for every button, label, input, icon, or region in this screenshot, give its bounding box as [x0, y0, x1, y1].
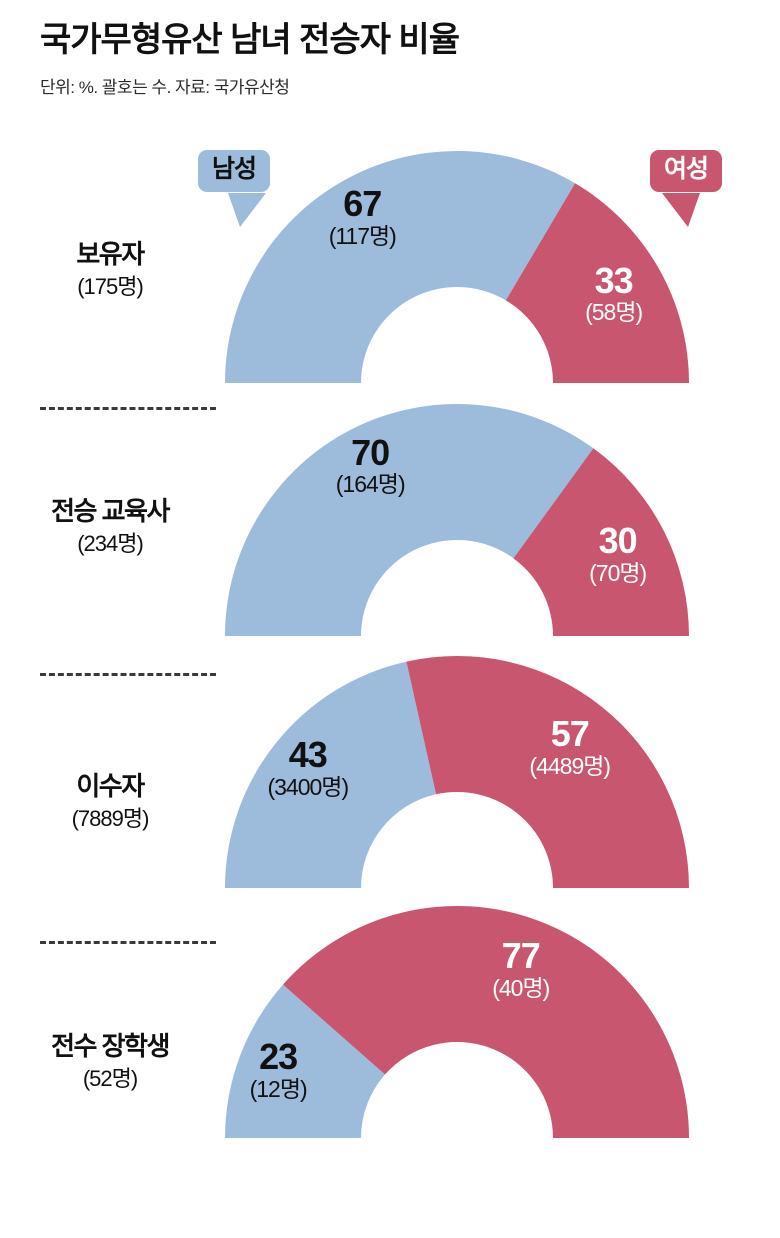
chart-row: 70 (164명) 30 (70명): [0, 393, 780, 643]
donut-segment-female: [513, 448, 689, 636]
label-male-count: (117명): [328, 222, 397, 249]
chart-row: 43 (3400명) 57 (4489명): [0, 645, 780, 895]
label-female-percent: 57: [550, 713, 590, 755]
page-title: 국가무형유산 남녀 전승자 비율: [40, 21, 460, 59]
label-male-percent: 43: [288, 734, 328, 776]
donut-segment-female: [505, 183, 689, 383]
semicircle-donut-chart: [225, 906, 689, 1138]
label-female-percent: 33: [594, 259, 634, 301]
chart-row: 67 (117명) 33 (58명): [0, 140, 780, 390]
semicircle-donut-chart: [225, 404, 689, 636]
row-category-total: (175명): [77, 273, 144, 299]
donut-segment-female: [406, 656, 689, 888]
label-male-count: (3400명): [267, 774, 349, 801]
label-male-percent: 23: [259, 1036, 298, 1078]
row-category-label: 전수 장학생 (52명): [0, 1030, 220, 1093]
row-divider: [40, 407, 216, 410]
semicircle-donut-chart: [225, 656, 689, 888]
label-male: 43 (3400명): [267, 734, 349, 801]
row-category-total: (7889명): [71, 805, 150, 831]
row-category-name: 보유자: [76, 239, 145, 269]
donut-segment-male: [225, 404, 594, 636]
label-male-percent: 70: [351, 431, 390, 473]
row-divider: [40, 673, 216, 676]
row-category-total: (234명): [77, 530, 144, 556]
header: 국가무형유산 남녀 전승자 비율 단위: %. 괄호는 수. 자료: 국가유산청: [40, 20, 740, 98]
chart-row: 23 (12명) 77 (40명): [0, 895, 780, 1145]
row-category-name: 전승 교육사: [51, 496, 170, 526]
row-category-name: 이수자: [76, 771, 145, 801]
row-category-label: 이수자 (7889명): [0, 770, 220, 833]
semicircle-donut-chart: [225, 151, 689, 383]
label-female-percent: 30: [598, 520, 638, 562]
label-male: 70 (164명): [335, 431, 406, 498]
donut-segment-female: [282, 906, 689, 1138]
label-female-percent: 77: [501, 935, 541, 977]
label-female: 30 (70명): [589, 520, 647, 586]
label-male: 67 (117명): [328, 182, 397, 249]
row-category-label: 전승 교육사 (234명): [0, 495, 220, 558]
donut-segment-male: [225, 151, 576, 383]
label-female: 33 (58명): [585, 259, 643, 326]
label-female-count: (4489명): [529, 752, 611, 779]
label-female-count: (70명): [589, 559, 647, 586]
label-female-count: (58명): [585, 299, 643, 326]
label-female: 57 (4489명): [529, 713, 611, 779]
label-male-count: (12명): [249, 1076, 308, 1103]
chart-subtitle: 단위: %. 괄호는 수. 자료: 국가유산청: [40, 77, 290, 97]
label-female: 77 (40명): [492, 935, 550, 1001]
label-male: 23 (12명): [249, 1036, 308, 1103]
row-divider: [40, 941, 216, 944]
label-male-percent: 67: [343, 182, 382, 224]
donut-segment-male: [225, 661, 437, 888]
donut-segment-male: [225, 984, 385, 1138]
label-female-count: (40명): [492, 974, 550, 1001]
row-category-name: 전수 장학생: [51, 1031, 170, 1061]
row-category-total: (52명): [82, 1065, 138, 1091]
label-male-count: (164명): [335, 471, 406, 498]
row-category-label: 보유자 (175명): [0, 238, 220, 301]
